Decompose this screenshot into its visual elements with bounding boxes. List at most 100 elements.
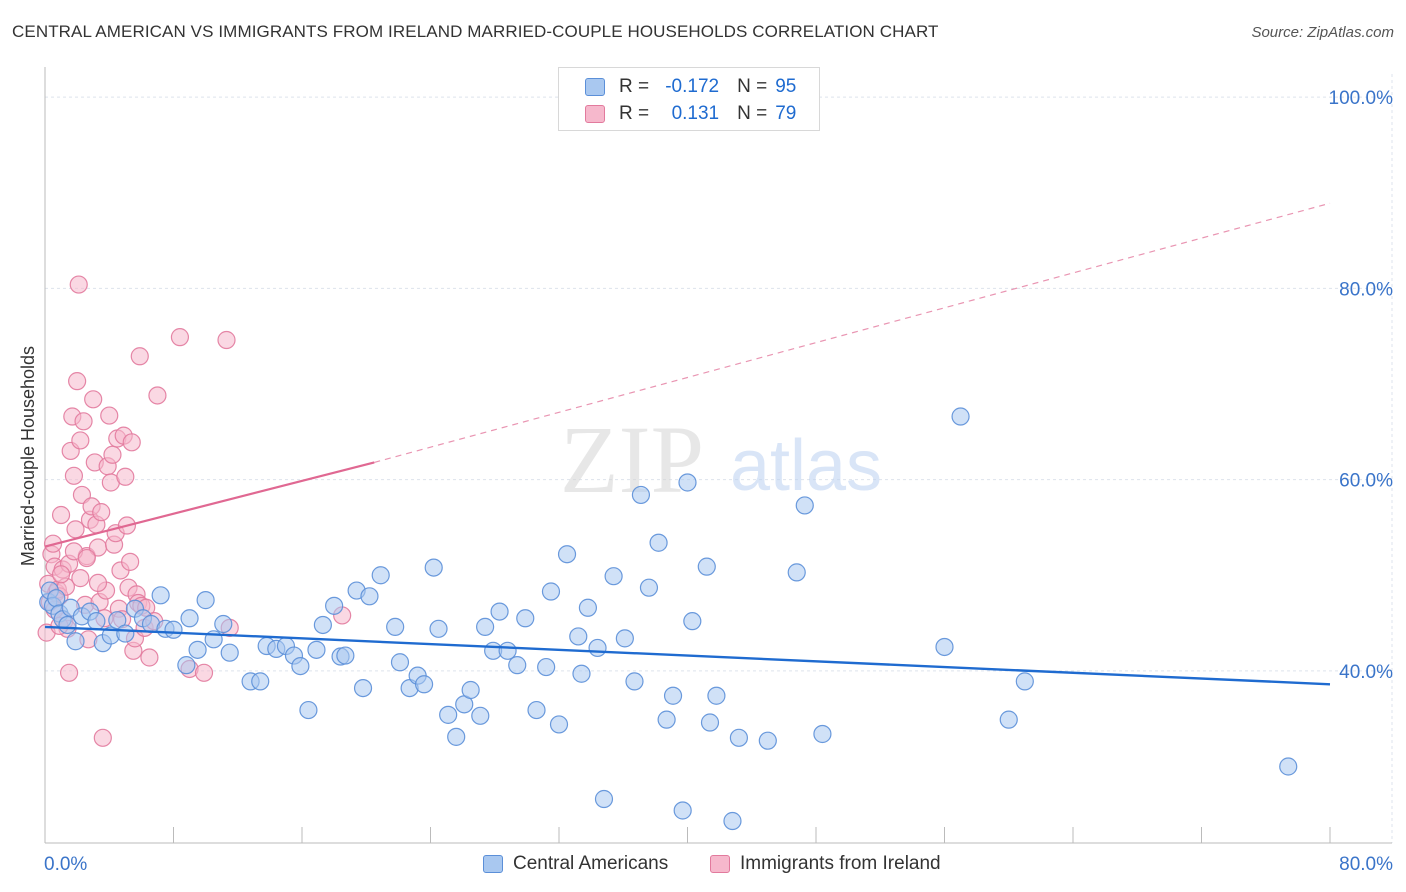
data-point bbox=[59, 663, 79, 682]
data-point bbox=[663, 686, 683, 705]
y-axis-label: Married-couple Households bbox=[18, 346, 38, 566]
data-point bbox=[639, 578, 659, 597]
data-point bbox=[220, 643, 239, 662]
data-point bbox=[604, 567, 623, 586]
data-point bbox=[414, 675, 434, 694]
data-point bbox=[697, 557, 716, 576]
data-point bbox=[625, 672, 644, 691]
data-point bbox=[700, 713, 720, 732]
data-point bbox=[68, 372, 87, 391]
data-point bbox=[795, 496, 814, 515]
legend-n-value: 95 bbox=[775, 76, 797, 97]
data-point bbox=[84, 390, 103, 409]
data-point bbox=[177, 656, 196, 675]
data-point bbox=[164, 620, 183, 639]
legend-row-immigrants-from-ireland: R = 0.131 N = 79 bbox=[585, 102, 796, 126]
data-point bbox=[87, 612, 106, 631]
data-point bbox=[71, 569, 90, 588]
data-point bbox=[92, 503, 111, 522]
data-point bbox=[353, 678, 373, 698]
data-point bbox=[108, 611, 127, 630]
data-point bbox=[194, 663, 214, 682]
data-point bbox=[678, 473, 697, 492]
data-point bbox=[122, 433, 141, 452]
data-point bbox=[116, 467, 135, 486]
tick-labels: 40.0% 60.0% 80.0% 100.0% 0.0% 80.0% bbox=[44, 88, 1393, 875]
legend-r-label: R = bbox=[619, 103, 650, 124]
data-point bbox=[537, 657, 556, 677]
data-point bbox=[66, 520, 85, 539]
data-point bbox=[251, 672, 270, 691]
data-point bbox=[578, 598, 598, 617]
y-tick-label: 100.0% bbox=[1329, 88, 1394, 109]
chart-source: Source: ZipAtlas.com bbox=[1251, 24, 1394, 41]
legend-swatch-pink bbox=[585, 105, 605, 123]
data-point bbox=[549, 715, 569, 734]
data-point bbox=[386, 617, 405, 636]
legend-series-name: Immigrants from Ireland bbox=[740, 853, 941, 874]
data-point bbox=[951, 407, 970, 426]
data-point bbox=[683, 612, 702, 631]
data-point bbox=[1015, 672, 1034, 691]
data-point bbox=[527, 700, 546, 720]
data-point bbox=[471, 706, 490, 725]
data-point bbox=[490, 602, 509, 621]
data-point bbox=[673, 801, 692, 820]
legend-swatch-pink bbox=[710, 855, 730, 873]
data-point bbox=[541, 582, 561, 601]
data-point bbox=[1279, 757, 1298, 776]
data-point bbox=[148, 386, 167, 405]
trendline-immigrants-from-ireland-extension bbox=[374, 202, 1331, 463]
y-tick-label: 40.0% bbox=[1339, 662, 1393, 683]
legend-r-label: R = bbox=[619, 76, 650, 97]
watermark: ZIP atlas bbox=[560, 406, 882, 513]
data-point bbox=[657, 710, 676, 729]
data-point bbox=[121, 552, 140, 571]
x-tick-label: 80.0% bbox=[1339, 854, 1393, 875]
data-point bbox=[188, 640, 207, 659]
axes bbox=[44, 67, 1392, 844]
data-point bbox=[69, 275, 88, 294]
data-point bbox=[572, 664, 591, 683]
data-point bbox=[77, 548, 96, 568]
legend-r-value: 0.131 bbox=[671, 103, 720, 124]
data-point bbox=[103, 445, 122, 464]
series-central-americans bbox=[39, 407, 1298, 831]
data-point bbox=[461, 680, 480, 700]
data-point bbox=[325, 596, 344, 615]
data-point bbox=[291, 656, 310, 676]
data-point bbox=[71, 431, 90, 450]
watermark-atlas: atlas bbox=[730, 426, 882, 506]
trendlines bbox=[44, 202, 1331, 686]
data-point bbox=[813, 724, 832, 744]
data-point bbox=[999, 710, 1018, 729]
watermark-zip: ZIP bbox=[560, 406, 704, 513]
data-point bbox=[707, 686, 726, 705]
bottom-legend-immigrants-from-ireland: Immigrants from Ireland bbox=[710, 852, 941, 876]
legend-r-value: -0.172 bbox=[665, 76, 720, 97]
data-point bbox=[649, 533, 668, 552]
data-point bbox=[336, 646, 355, 665]
data-point bbox=[729, 728, 749, 747]
data-point bbox=[100, 406, 119, 425]
bottom-legend-central-americans: Central Americans bbox=[483, 852, 668, 876]
data-point bbox=[439, 705, 458, 724]
data-point bbox=[47, 589, 66, 608]
data-point bbox=[935, 637, 954, 657]
data-point bbox=[130, 347, 149, 366]
legend-series-name: Central Americans bbox=[513, 853, 669, 874]
legend-n-label: N = bbox=[737, 76, 768, 97]
data-point bbox=[594, 789, 614, 809]
data-point bbox=[476, 617, 495, 636]
data-point bbox=[217, 330, 236, 350]
legend-n-value: 79 bbox=[775, 103, 797, 124]
chart-title: CENTRAL AMERICAN VS IMMIGRANTS FROM IREL… bbox=[12, 22, 939, 41]
data-point bbox=[299, 700, 318, 720]
correlation-legend: R = -0.172 N = 95 R = 0.131 N = 79 bbox=[558, 67, 820, 131]
data-point bbox=[214, 614, 233, 634]
trendline-central-americans bbox=[44, 625, 1331, 686]
data-point bbox=[758, 731, 777, 750]
legend-n-label: N = bbox=[737, 103, 768, 124]
data-point bbox=[151, 586, 170, 605]
